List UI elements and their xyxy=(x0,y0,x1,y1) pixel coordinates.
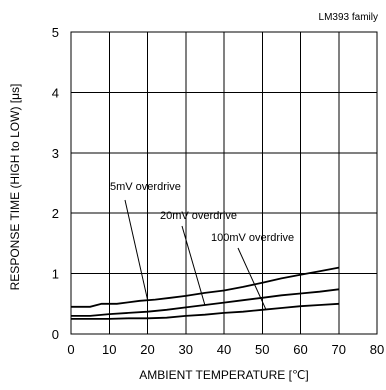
x-tick-label: 50 xyxy=(255,342,269,357)
series-label-1: 5mV overdrive xyxy=(110,181,181,193)
x-axis-title: AMBIENT TEMPERATURE [℃] xyxy=(139,368,309,382)
y-tick-label: 3 xyxy=(52,146,59,161)
y-tick-label: 0 xyxy=(52,327,59,342)
x-tick-label: 0 xyxy=(67,342,74,357)
plot-frame xyxy=(70,31,378,335)
x-tick-label: 70 xyxy=(332,342,346,357)
x-tick-label: 10 xyxy=(102,342,116,357)
x-tick-label: 60 xyxy=(293,342,307,357)
series-line-3 xyxy=(71,302,339,320)
series-label-3: 100mV overdrive xyxy=(211,232,294,244)
y-axis-title: RESPONSE TIME (HIGH to LOW) [μs] xyxy=(8,84,22,291)
curves xyxy=(71,266,339,320)
series-leader-1 xyxy=(124,199,148,300)
x-tick-label: 20 xyxy=(140,342,154,357)
y-tick-label: 2 xyxy=(52,206,59,221)
series-leader-3 xyxy=(237,247,267,311)
annotations: 5mV overdrive 20mV overdrive 100mV overdri… xyxy=(110,181,294,311)
y-tick-label: 1 xyxy=(52,267,59,282)
device-family-label: LM393 family xyxy=(319,12,378,23)
y-tick-labels: 0 1 2 3 4 5 xyxy=(52,25,59,342)
y-tick-label: 5 xyxy=(52,25,59,40)
x-tick-label: 30 xyxy=(179,342,193,357)
x-tick-labels: 0 10 20 30 40 50 60 70 80 xyxy=(67,342,384,357)
x-tick-label: 80 xyxy=(370,342,384,357)
x-tick-label: 40 xyxy=(217,342,231,357)
series-leader-2 xyxy=(181,225,206,306)
grid-lines xyxy=(71,32,377,334)
series-line-1 xyxy=(71,266,339,308)
series-label-2: 20mV overdrive xyxy=(160,210,237,222)
y-tick-label: 4 xyxy=(52,85,59,100)
